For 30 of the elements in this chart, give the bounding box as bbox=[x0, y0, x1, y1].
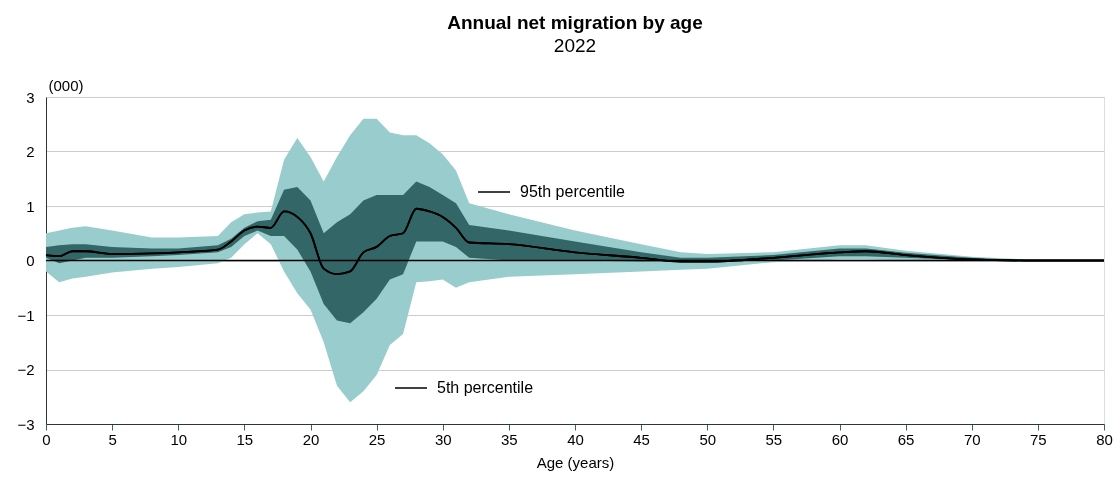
x-tick-label: 70 bbox=[963, 430, 981, 448]
x-tick-label: 5 bbox=[108, 430, 117, 448]
y-tick-label: −1 bbox=[17, 306, 35, 324]
annotation: 5th percentile bbox=[437, 379, 534, 396]
x-tick-label: 45 bbox=[633, 430, 650, 448]
x-tick-label: 0 bbox=[42, 430, 51, 448]
x-tick-label: 35 bbox=[501, 430, 518, 448]
x-tick-label: 25 bbox=[368, 430, 386, 448]
y-tick-label: 1 bbox=[26, 197, 35, 215]
x-tick-label: 80 bbox=[1096, 430, 1113, 448]
x-tick-label: 55 bbox=[765, 430, 783, 448]
chart-title: Annual net migration by age bbox=[447, 12, 703, 33]
x-axis-title: Age (years) bbox=[536, 453, 615, 471]
x-tick-label: 10 bbox=[170, 430, 188, 448]
x-tick-label: 40 bbox=[567, 430, 584, 448]
annotation: 95th percentile bbox=[520, 183, 626, 200]
x-tick-label: 65 bbox=[897, 430, 915, 448]
y-tick-label: −2 bbox=[17, 361, 35, 378]
x-tick-label: 15 bbox=[236, 430, 254, 448]
y-tick-label: −3 bbox=[17, 415, 35, 433]
x-tick-label: 30 bbox=[434, 430, 452, 448]
y-axis-title: (000) bbox=[48, 76, 84, 94]
x-tick-label: 20 bbox=[302, 430, 320, 448]
y-tick-label: 3 bbox=[26, 88, 35, 106]
x-tick-label: 50 bbox=[699, 430, 717, 448]
y-tick-label: 2 bbox=[26, 143, 35, 160]
x-tick-label: 75 bbox=[1030, 430, 1047, 448]
y-tick-label: 0 bbox=[26, 252, 35, 269]
x-tick-label: 60 bbox=[831, 430, 849, 448]
chart-subtitle: 2022 bbox=[553, 35, 597, 56]
